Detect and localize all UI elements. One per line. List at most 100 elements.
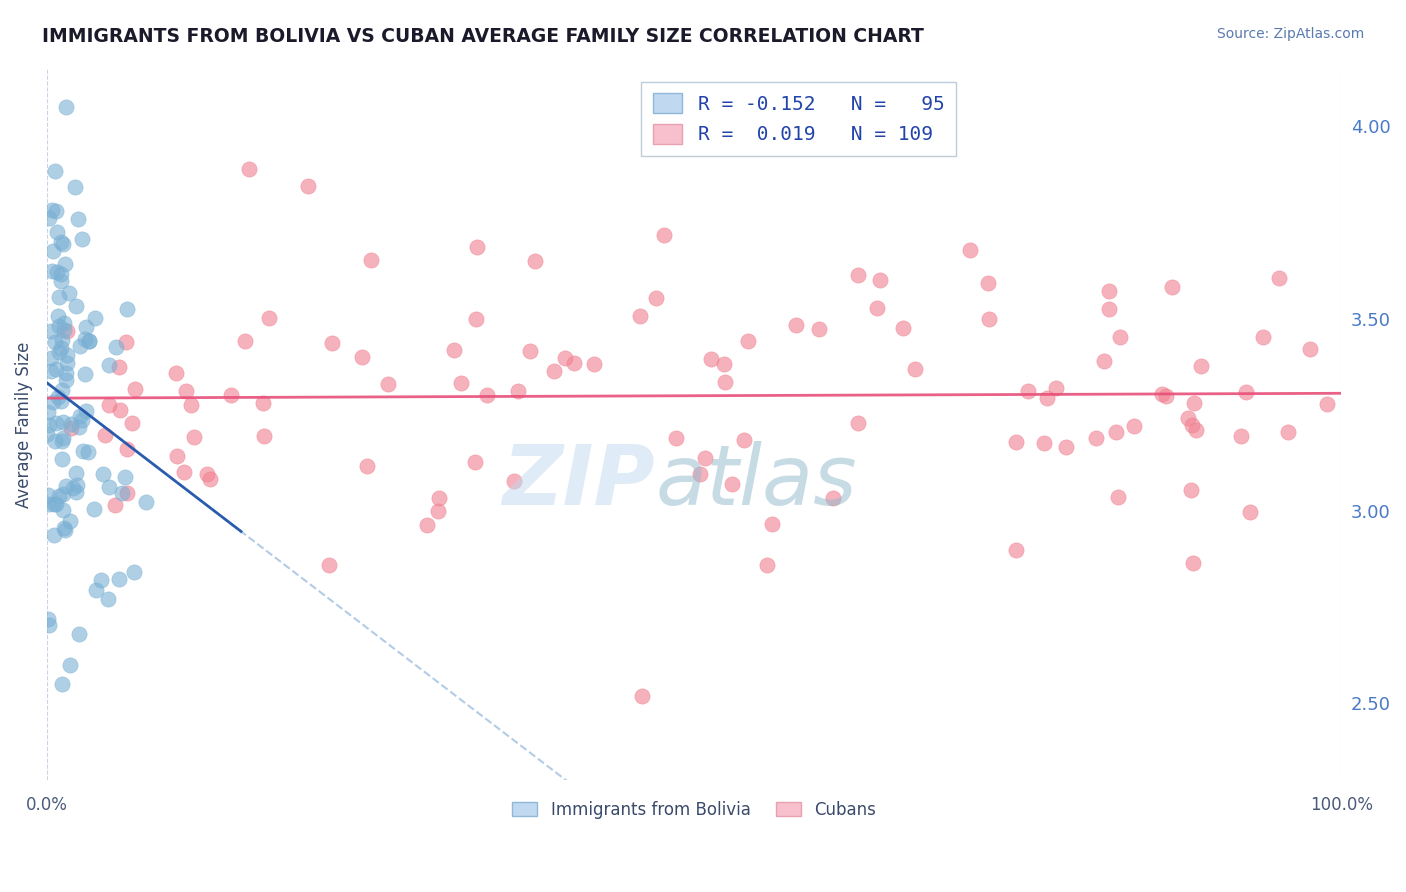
Point: [297, 179, 319, 194]
Point: [52, 236, 75, 251]
Text: ZIP: ZIP: [502, 441, 655, 522]
Point: [51, 677, 73, 691]
Point: [90, 573, 112, 587]
Point: [1189, 359, 1212, 373]
Point: [46, 309, 69, 323]
Point: [45, 416, 67, 430]
Text: IMMIGRANTS FROM BOLIVIA VS CUBAN AVERAGE FAMILY SIZE CORRELATION CHART: IMMIGRANTS FROM BOLIVIA VS CUBAN AVERAGE…: [42, 27, 924, 45]
Point: [77, 445, 100, 459]
Point: [38, 618, 60, 632]
Point: [554, 351, 576, 366]
Point: [1054, 440, 1077, 454]
Point: [426, 504, 449, 518]
Point: [53, 316, 76, 330]
Point: [114, 470, 136, 484]
Point: [464, 312, 486, 326]
Point: [104, 498, 127, 512]
Point: [1298, 342, 1320, 356]
Point: [121, 416, 143, 430]
Point: [253, 429, 276, 443]
Point: [53, 257, 76, 271]
Point: [1123, 418, 1146, 433]
Point: [869, 273, 891, 287]
Point: [52, 431, 75, 445]
Point: [115, 486, 138, 500]
Point: [52, 503, 75, 517]
Point: [1035, 391, 1057, 405]
Point: [59, 657, 82, 672]
Point: [55, 100, 77, 114]
Point: [180, 398, 202, 412]
Point: [38, 497, 60, 511]
Point: [49, 341, 72, 355]
Point: [628, 309, 651, 323]
Point: [465, 240, 488, 254]
Point: [56, 355, 79, 369]
Point: [63, 179, 86, 194]
Point: [846, 268, 869, 282]
Point: [69, 339, 91, 353]
Point: [111, 486, 134, 500]
Point: [1017, 384, 1039, 398]
Point: [583, 358, 606, 372]
Point: [562, 356, 585, 370]
Point: [75, 332, 97, 346]
Point: [48, 345, 70, 359]
Point: [976, 276, 998, 290]
Point: [427, 491, 450, 505]
Y-axis label: Average Family Size: Average Family Size: [15, 342, 32, 508]
Point: [98, 398, 121, 412]
Point: [45, 362, 67, 376]
Point: [110, 403, 132, 417]
Point: [72, 444, 94, 458]
Point: [69, 409, 91, 424]
Point: [200, 472, 222, 486]
Point: [51, 334, 73, 348]
Legend: Immigrants from Bolivia, Cubans: Immigrants from Bolivia, Cubans: [506, 794, 883, 825]
Point: [51, 434, 73, 448]
Point: [39, 351, 62, 365]
Point: [1105, 425, 1128, 439]
Point: [1092, 354, 1115, 368]
Point: [41, 264, 63, 278]
Point: [41, 202, 63, 217]
Point: [65, 477, 87, 491]
Point: [1154, 389, 1177, 403]
Point: [1239, 505, 1261, 519]
Point: [737, 334, 759, 348]
Point: [1234, 385, 1257, 400]
Point: [714, 375, 737, 389]
Point: [44, 164, 66, 178]
Point: [65, 467, 87, 481]
Point: [117, 301, 139, 316]
Point: [219, 388, 242, 402]
Point: [1032, 436, 1054, 450]
Point: [377, 377, 399, 392]
Point: [508, 384, 530, 398]
Point: [45, 497, 67, 511]
Point: [464, 455, 486, 469]
Point: [689, 467, 711, 482]
Point: [67, 627, 90, 641]
Point: [1181, 556, 1204, 570]
Point: [1107, 490, 1129, 504]
Point: [49, 274, 72, 288]
Point: [105, 340, 128, 354]
Point: [52, 415, 75, 429]
Point: [39, 324, 62, 338]
Text: Source: ZipAtlas.com: Source: ZipAtlas.com: [1216, 27, 1364, 41]
Point: [477, 388, 499, 402]
Point: [519, 343, 541, 358]
Point: [42, 528, 65, 542]
Point: [77, 334, 100, 348]
Point: [52, 487, 75, 501]
Point: [1152, 386, 1174, 401]
Point: [49, 235, 72, 250]
Point: [115, 442, 138, 456]
Point: [1085, 431, 1108, 445]
Point: [173, 465, 195, 479]
Point: [755, 558, 778, 572]
Point: [93, 428, 115, 442]
Point: [67, 420, 90, 434]
Point: [1004, 542, 1026, 557]
